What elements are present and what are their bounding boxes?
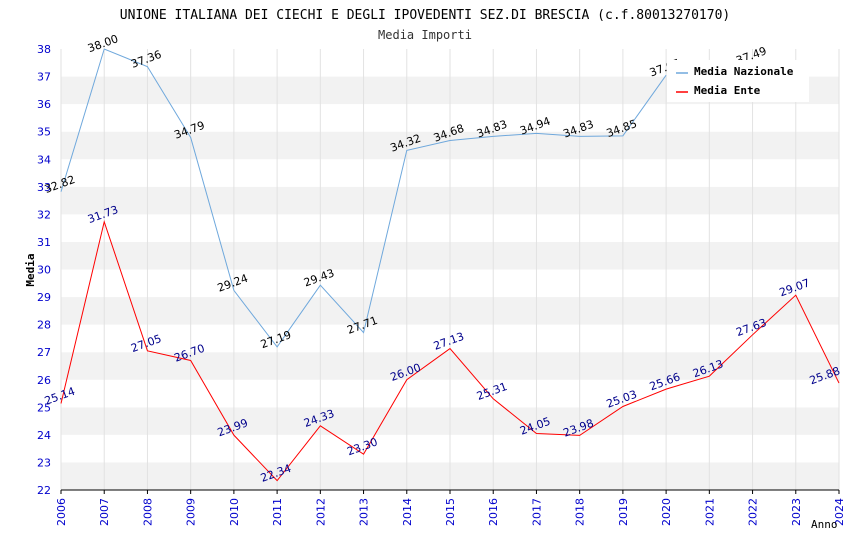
legend-box (667, 60, 809, 102)
y-tick-label: 25 (37, 401, 51, 414)
y-tick-label: 29 (37, 291, 51, 304)
x-axis-ticks: 2006 2007 2008 2009 2010 2011 2012 2013 2014 2015… (55, 490, 846, 526)
series-line-1 (60, 219, 840, 482)
x-tick-label: 2010 (228, 498, 241, 526)
x-tick-label: 2008 (141, 498, 154, 526)
y-tick-label: 26 (37, 374, 51, 387)
series-line-0 (60, 48, 667, 348)
y-tick-label: 31 (37, 236, 51, 249)
y-tick-label: 35 (37, 126, 51, 139)
y-axis-label: Media (24, 253, 37, 286)
x-tick-label: 2018 (574, 498, 587, 526)
x-tick-label: 2024 (833, 498, 846, 526)
x-tick-label: 2014 (401, 498, 414, 526)
x-tick-label: 2017 (530, 498, 543, 526)
legend: Media Nazionale Media Ente (667, 60, 809, 102)
x-tick-label: 2013 (358, 498, 371, 526)
x-tick-label: 2022 (747, 498, 760, 526)
x-tick-label: 2011 (271, 498, 284, 526)
x-axis-label: Anno (811, 518, 838, 531)
y-tick-label: 38 (37, 43, 51, 56)
x-tick-label: 2023 (790, 498, 803, 526)
x-tick-label: 2007 (98, 498, 111, 526)
y-tick-label: 34 (37, 153, 51, 166)
x-tick-label: 2009 (185, 498, 198, 526)
legend-label-media-nazionale: Media Nazionale (694, 65, 794, 78)
y-tick-label: 30 (37, 264, 51, 277)
chart-subtitle: Media Importi (378, 28, 472, 42)
chart-title: UNIONE ITALIANA DEI CIECHI E DEGLI IPOVE… (120, 8, 730, 23)
y-tick-label: 23 (37, 456, 51, 469)
legend-label-media-ente: Media Ente (694, 84, 761, 97)
y-tick-label: 32 (37, 208, 51, 221)
x-tick-label: 2016 (487, 498, 500, 526)
x-tick-label: 2015 (444, 498, 457, 526)
y-axis-ticks: 22 23 24 25 26 27 28 29 30 31 32 33 34 35 36 37 38 (37, 43, 51, 497)
series-lines (60, 48, 840, 482)
y-tick-label: 27 (37, 346, 51, 359)
x-tick-label: 2020 (660, 498, 673, 526)
x-tick-label: 2006 (55, 498, 68, 526)
x-tick-label: 2021 (703, 498, 716, 526)
y-tick-label: 36 (37, 98, 51, 111)
x-tick-label: 2012 (314, 498, 327, 526)
y-tick-label: 33 (37, 181, 51, 194)
grid-lines (60, 49, 840, 490)
y-tick-label: 28 (37, 319, 51, 332)
y-tick-label: 37 (37, 71, 51, 84)
y-tick-label: 24 (37, 429, 51, 442)
y-tick-label: 22 (37, 484, 51, 497)
x-tick-label: 2019 (617, 498, 630, 526)
